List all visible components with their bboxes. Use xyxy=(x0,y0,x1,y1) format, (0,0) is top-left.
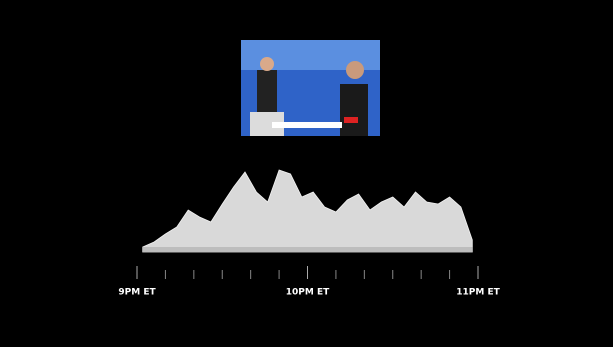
speaker-right xyxy=(340,84,368,136)
speaker-right-head xyxy=(346,61,364,79)
lower-third xyxy=(272,122,342,128)
x-tick-label: 9PM ET xyxy=(118,288,156,298)
x-tick-label: 10PM ET xyxy=(286,288,330,298)
x-tick-label: 11PM ET xyxy=(456,288,500,298)
speaker-left-head xyxy=(260,57,274,71)
live-badge xyxy=(344,117,358,123)
video-frame xyxy=(241,40,380,136)
area-base xyxy=(142,247,473,252)
area xyxy=(142,169,473,253)
speaker-left xyxy=(257,70,277,112)
